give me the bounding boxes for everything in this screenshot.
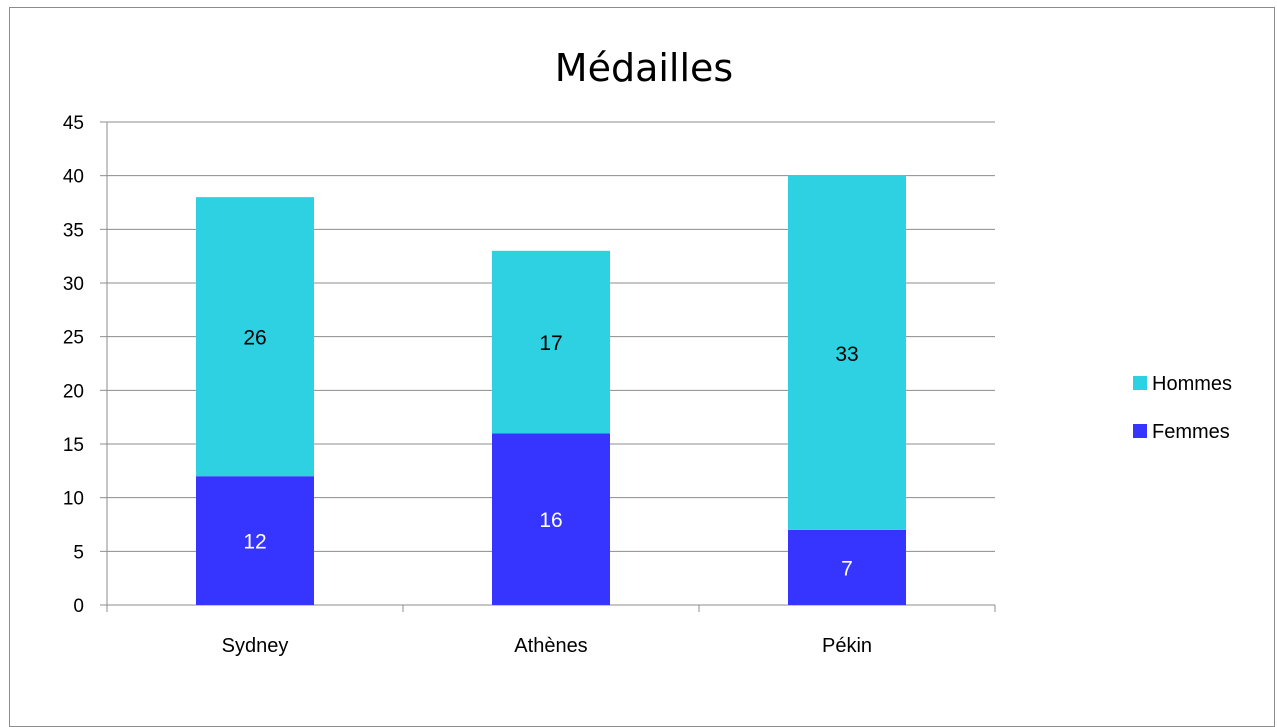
y-tick-label: 40 (63, 167, 84, 188)
y-tick-label: 30 (63, 274, 84, 295)
stacked-bar-chart: Médailles 0 5 10 15 20 25 30 35 40 45 Sydney Athène… (63, 46, 1232, 657)
y-tick-label: 5 (73, 542, 84, 563)
data-labels: 12 26 16 17 7 33 (243, 327, 858, 581)
bar-femmes-athènes (492, 433, 610, 605)
x-tick-label: Pékin (822, 635, 872, 657)
bar-femmes-sydney (196, 476, 314, 605)
bar-hommes-pékin (788, 175, 906, 530)
legend-label: Femmes (1152, 421, 1230, 443)
y-tick-label: 45 (63, 113, 84, 134)
data-label: 26 (243, 327, 266, 350)
legend-label: Hommes (1152, 373, 1232, 395)
bars (196, 175, 906, 605)
y-tick-label: 35 (63, 220, 84, 241)
bar-femmes-pékin (788, 529, 906, 605)
chart-title: Médailles (555, 46, 733, 90)
y-tick-label: 25 (63, 328, 84, 349)
y-tick-label: 15 (63, 435, 84, 456)
data-label: 16 (539, 509, 562, 532)
bar-hommes-sydney (196, 197, 314, 477)
y-tick-label: 20 (63, 381, 84, 402)
legend-swatch (1133, 424, 1147, 438)
legend: Hommes Femmes (1133, 373, 1232, 443)
y-tick-label: 0 (73, 596, 84, 617)
data-label: 33 (835, 343, 858, 366)
data-label: 17 (539, 332, 562, 355)
x-tick-label: Athènes (514, 635, 587, 657)
bar-hommes-athènes (492, 250, 610, 434)
x-tick-label: Sydney (222, 635, 289, 657)
y-tick-label: 10 (63, 489, 84, 510)
data-label: 12 (243, 531, 266, 554)
data-label: 7 (841, 557, 853, 580)
legend-swatch (1133, 376, 1147, 390)
